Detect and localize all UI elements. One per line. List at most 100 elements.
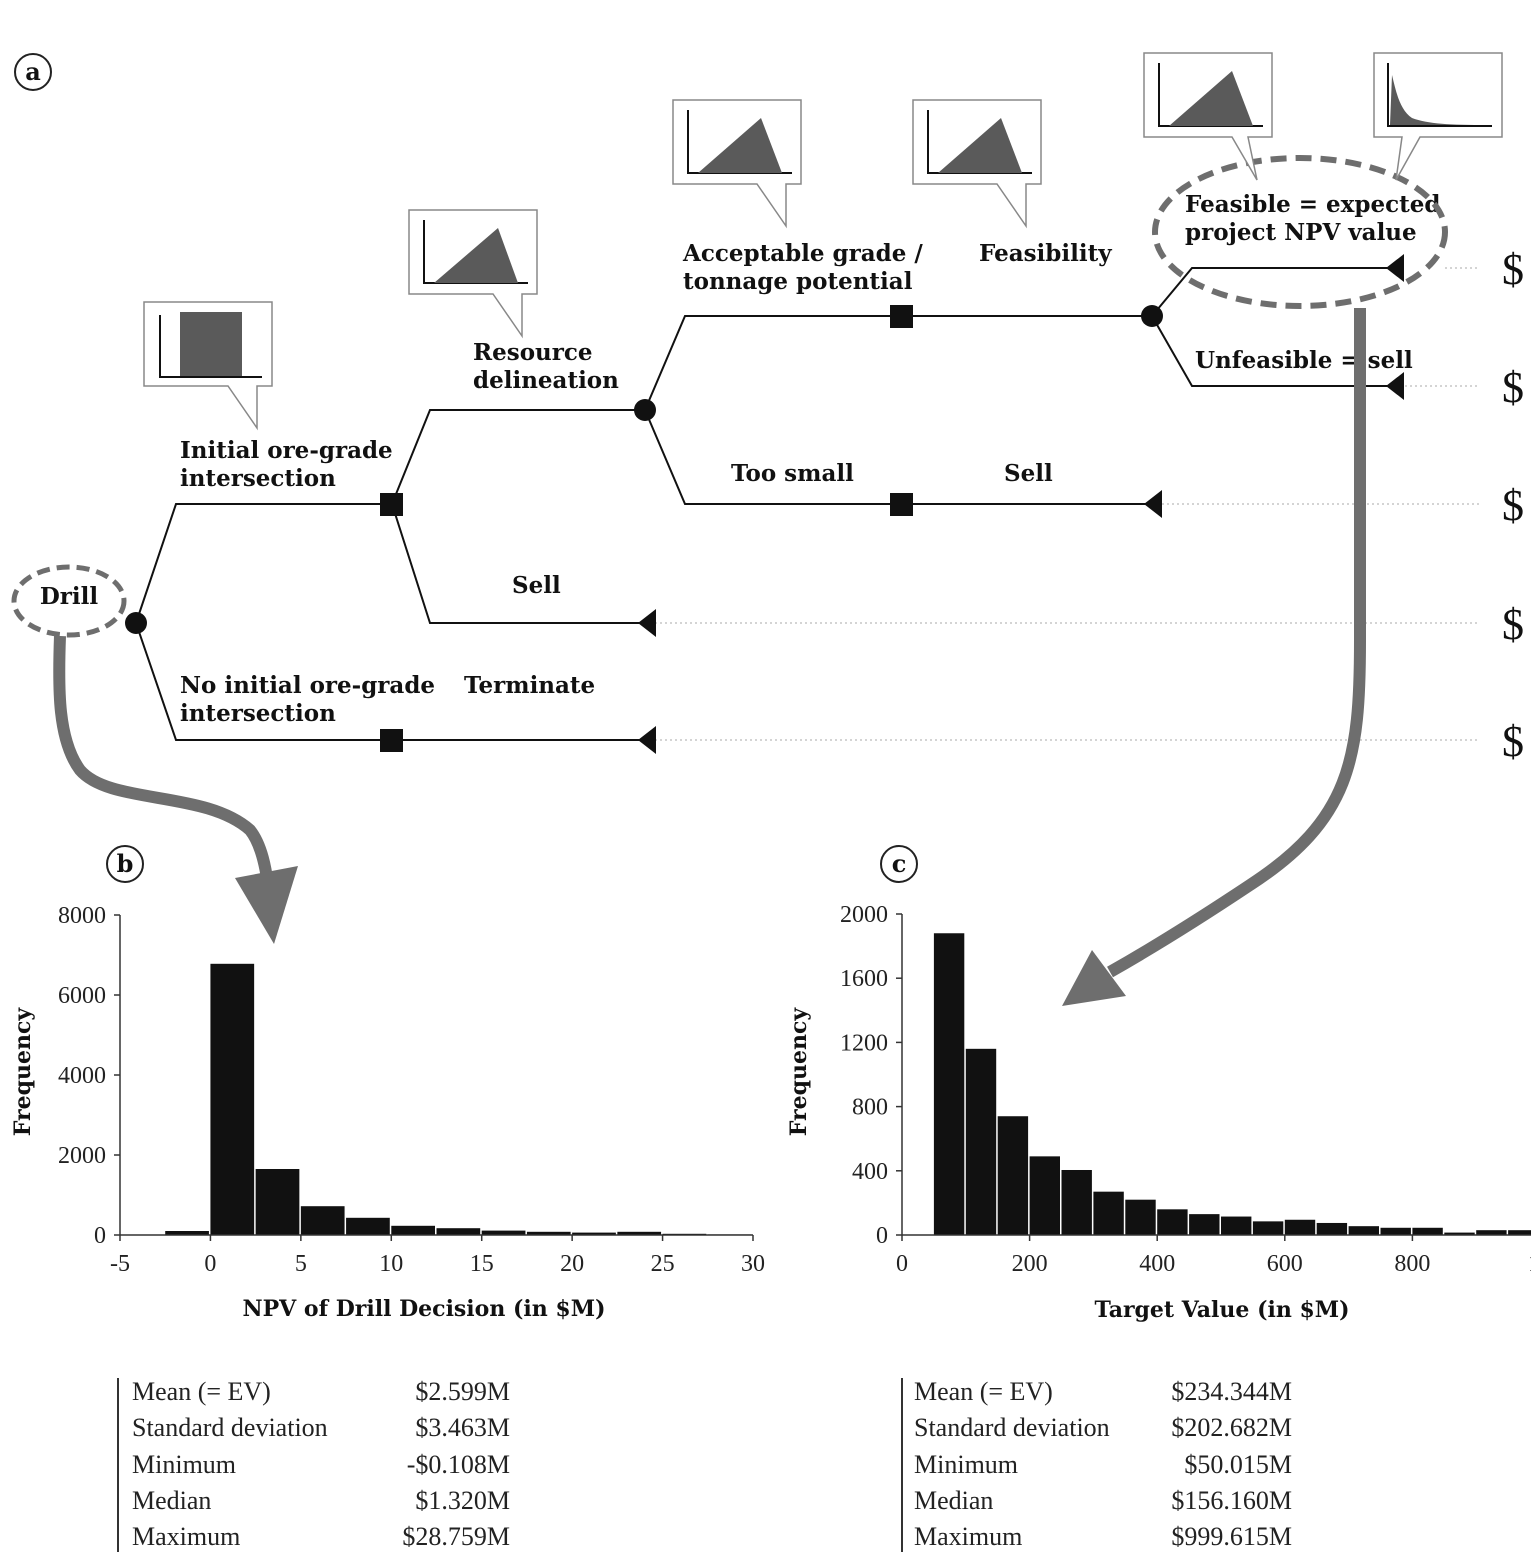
chart-c-y-tick-label: 0 xyxy=(876,1223,888,1249)
chart-b-bar xyxy=(165,1231,209,1235)
chart-c-y-tick-label: 1600 xyxy=(840,966,888,992)
arrow-to-panel-b xyxy=(53,635,274,886)
chart-c-bar xyxy=(1252,1221,1284,1235)
stat-c-value: $50.015M xyxy=(1184,1450,1292,1479)
label-resource-delineation: Resource delineation xyxy=(473,339,619,394)
chance-node-feasibility xyxy=(1141,305,1163,327)
chart-b-y-tick-label: 8000 xyxy=(58,903,106,929)
chart-b-bar xyxy=(346,1217,390,1235)
chart-b-ylabel: Frequency xyxy=(10,1007,36,1137)
panel-b-letter: b xyxy=(117,849,134,878)
chart-c-x-tick-label: 200 xyxy=(1012,1251,1048,1277)
chart-c-x-tick-label: 0 xyxy=(896,1251,908,1277)
chart-c-bar xyxy=(1348,1226,1379,1235)
feasible-highlight-ellipse xyxy=(1152,155,1448,309)
label-terminate: Terminate xyxy=(464,672,595,699)
stat-c-value: $999.615M xyxy=(1171,1522,1292,1551)
chart-b-bar xyxy=(526,1231,571,1235)
chart-c-bar xyxy=(933,933,965,1235)
chart-c-bar xyxy=(1157,1209,1188,1235)
drill-highlight-ellipse xyxy=(11,564,127,638)
stat-c-value: $234.344M xyxy=(1171,1377,1292,1406)
label-unfeasible: Unfeasible = sell xyxy=(1195,347,1413,374)
chart-b-bar xyxy=(572,1232,616,1235)
label-sell-2: Sell xyxy=(1004,460,1053,487)
arrow-to-panel-c-head xyxy=(1062,950,1126,1006)
payoff-symbol-5: $ xyxy=(1502,717,1524,766)
chart-b-x-tick-label: -5 xyxy=(110,1251,130,1277)
decision-node-no-intersection xyxy=(380,729,403,752)
chart-b-x-tick-label: 15 xyxy=(470,1251,494,1277)
stat-b-value: -$0.108M xyxy=(407,1450,510,1479)
stat-c-label: Standard deviation xyxy=(914,1413,1110,1442)
stat-b-value: $3.463M xyxy=(415,1413,510,1442)
chart-c-bar xyxy=(1476,1230,1507,1235)
chart-c-bar xyxy=(1221,1216,1252,1235)
chart-b-bar xyxy=(436,1228,481,1235)
label-acceptable: Acceptable grade / tonnage potential xyxy=(682,240,931,295)
chart-c-bar xyxy=(1093,1191,1124,1235)
stat-c-value: $156.160M xyxy=(1171,1486,1292,1515)
decision-tree: a xyxy=(11,52,1524,1006)
stat-c-label: Minimum xyxy=(914,1450,1018,1479)
chart-c-x-tick-label: 10 xyxy=(1528,1251,1531,1277)
chart-b-x-tick-label: 10 xyxy=(379,1251,403,1277)
stat-b-label: Median xyxy=(132,1486,211,1515)
stat-b-label: Mean (= EV) xyxy=(132,1377,271,1406)
label-initial-intersection: Initial ore-grade intersection xyxy=(180,437,401,492)
callout-triangular-1 xyxy=(408,209,538,339)
chart-c-bar xyxy=(965,1048,997,1235)
arrow-to-panel-b-head xyxy=(235,866,298,944)
chart-c-bar xyxy=(1380,1227,1411,1235)
label-feasible: Feasible = expected project NPV value xyxy=(1185,191,1448,246)
terminal-nodes xyxy=(638,254,1404,754)
chart-c-bar xyxy=(1284,1219,1316,1235)
chart-b-bar xyxy=(255,1169,300,1235)
stat-b-value: $28.759M xyxy=(402,1522,510,1551)
stats-b: Mean (= EV) $2.599M Standard deviation $… xyxy=(132,1377,510,1551)
stat-c-label: Median xyxy=(914,1486,993,1515)
chart-c-bar xyxy=(1316,1222,1348,1235)
chart-c-bar xyxy=(1061,1169,1092,1235)
chart-b-bar xyxy=(391,1225,435,1235)
decision-node-acceptable xyxy=(890,305,913,328)
callout-triangular-4 xyxy=(1143,52,1273,181)
stat-c-value: $202.682M xyxy=(1171,1413,1292,1442)
panel-a-letter-circle xyxy=(14,53,52,91)
chart-b-y-tick-label: 2000 xyxy=(58,1143,106,1169)
stat-b-label: Maximum xyxy=(132,1522,240,1551)
chart-c-bar xyxy=(1125,1199,1156,1235)
payoff-guides xyxy=(655,267,1480,741)
chart-b-bar xyxy=(481,1230,526,1235)
label-too-small: Too small xyxy=(731,460,854,487)
panel-a-letter: a xyxy=(25,57,41,86)
chance-node-drill xyxy=(125,612,147,634)
tree-branches xyxy=(135,267,1395,741)
chart-b-x-tick-label: 20 xyxy=(560,1251,584,1277)
chart-b-bar xyxy=(617,1231,662,1235)
decision-node-too-small xyxy=(890,493,913,516)
decision-node-initial xyxy=(380,493,403,516)
chart-c-bar xyxy=(1508,1230,1531,1235)
payoff-symbol-3: $ xyxy=(1502,481,1524,530)
chart-b-bar xyxy=(210,963,255,1235)
stats-c: Mean (= EV) $234.344M Standard deviation… xyxy=(914,1377,1292,1551)
chart-c-x-tick-label: 800 xyxy=(1394,1251,1430,1277)
panel-c-letter: c xyxy=(892,849,907,878)
chart-b-x-tick-label: 5 xyxy=(295,1251,307,1277)
chart-c-y-tick-label: 400 xyxy=(852,1159,888,1185)
chart-b-x-tick-label: 30 xyxy=(741,1251,765,1277)
chart-c-bar xyxy=(1412,1227,1443,1235)
chart-c-ylabel: Frequency xyxy=(786,1007,812,1137)
chart-c-y-tick-label: 2000 xyxy=(840,902,888,928)
chart-c-y-tick-label: 1200 xyxy=(840,1030,888,1056)
label-feasibility: Feasibility xyxy=(979,240,1112,267)
chart-b-xlabel: NPV of Drill Decision (in $M) xyxy=(243,1296,606,1322)
stat-b-label: Minimum xyxy=(132,1450,236,1479)
stat-b-value: $2.599M xyxy=(415,1377,510,1406)
chart-b-x-tick-label: 25 xyxy=(651,1251,675,1277)
chart-c-xlabel: Target Value (in $M) xyxy=(1094,1297,1349,1323)
